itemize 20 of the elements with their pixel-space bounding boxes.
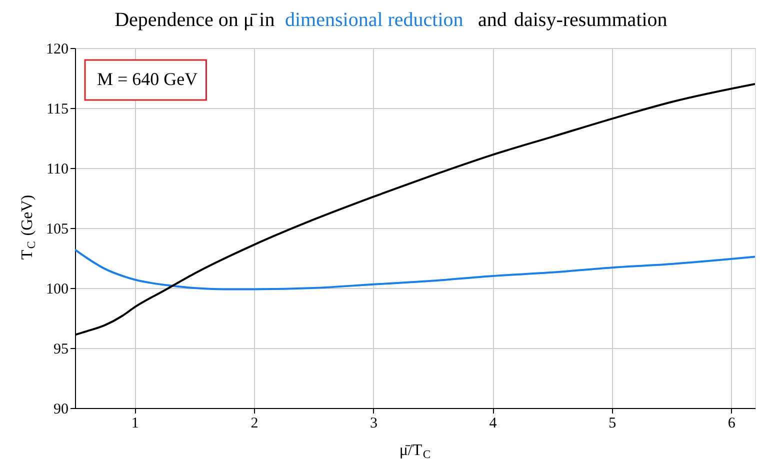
y-tick-label: 105 [46,222,68,238]
x-tick-label: 2 [250,416,258,432]
x-tick-label: 5 [608,416,616,432]
x-tick-label: 3 [370,416,378,432]
x-tick-label: 6 [728,416,736,432]
y-axis-title: TC (GeV) [19,194,38,260]
x-tick-label: 1 [131,416,139,432]
y-tick-label: 120 [46,42,68,58]
y-tick-label: 90 [54,402,68,418]
line-series [75,248,755,290]
y-tick-label: 115 [46,102,68,118]
text: and [478,9,507,31]
text: daisy-resummation [514,9,668,31]
y-tick-label: 95 [54,342,68,358]
annotation: M = 640 GeV [97,69,198,89]
y-tick-label: 110 [46,162,68,178]
chart-title: Dependence on μ̄ in [114,9,275,31]
text: dimensional reduction [285,9,464,31]
y-tick-label: 100 [46,282,68,298]
x-tick-label: 4 [489,416,498,432]
